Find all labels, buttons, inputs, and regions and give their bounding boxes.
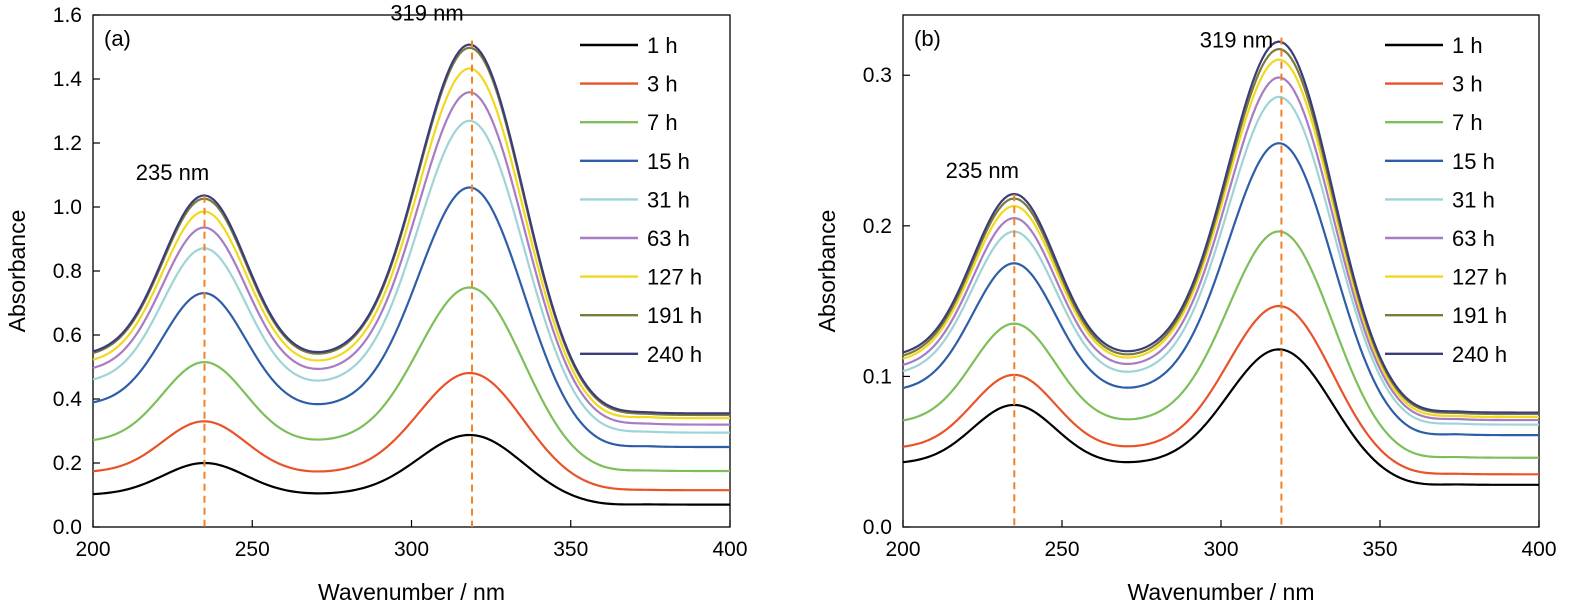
legend-label: 15 h (1452, 149, 1495, 174)
series-line-15h (902, 142, 1539, 437)
panel-label: (a) (104, 26, 131, 51)
series-line-63h (92, 91, 730, 426)
x-tick-label: 400 (1521, 538, 1556, 561)
panel-a: 200 250 300 350 400 0.0 0.2 0.4 0.6 0.8 1.0 1.2 1.4 1… (4, 1, 748, 605)
x-tick-label: 250 (1044, 538, 1079, 561)
legend-label: 31 h (647, 187, 690, 212)
series-line-240h (92, 43, 730, 415)
legend-label: 1 h (647, 33, 678, 58)
y-tick-label: 0.2 (863, 215, 892, 238)
legend-label: 1 h (1452, 33, 1483, 58)
x-tick-label: 350 (1362, 538, 1397, 561)
y-axis-label: Absorbance (814, 210, 840, 333)
peak-annotation: 319 nm (1200, 28, 1273, 53)
legend-label: 31 h (1452, 187, 1495, 212)
legend-label: 63 h (1452, 226, 1495, 251)
series-line-31h (92, 119, 730, 434)
legend-label: 127 h (1452, 265, 1507, 290)
legend-label: 240 h (647, 342, 702, 367)
series-line-127h (902, 58, 1539, 419)
series-line-127h (92, 67, 730, 420)
legend-label: 127 h (647, 265, 702, 290)
x-tick-label: 350 (553, 538, 588, 561)
series-line-3h (902, 304, 1539, 476)
series-line-191h (902, 47, 1539, 416)
peak-annotation: 235 nm (946, 158, 1019, 183)
x-tick-label: 400 (712, 538, 747, 561)
x-tick-label: 200 (75, 538, 110, 561)
y-tick-label: 0.1 (863, 365, 892, 388)
legend-label: 15 h (647, 149, 690, 174)
series-line-7h (92, 286, 730, 473)
series-line-31h (902, 95, 1539, 426)
legend-label: 240 h (1452, 342, 1507, 367)
x-tick-label: 200 (885, 538, 920, 561)
series-line-15h (92, 186, 730, 449)
peak-annotation: 319 nm (390, 1, 463, 26)
y-tick-label: 0.8 (53, 260, 82, 283)
x-tick-label: 300 (1203, 538, 1238, 561)
x-axis-label: Wavenumber / nm (318, 579, 505, 605)
y-tick-label: 1.4 (53, 68, 83, 91)
panel-b: 200 250 300 350 400 0.0 0.1 0.2 0.3 Wavenumber / … (814, 14, 1557, 605)
legend-label: 7 h (647, 110, 678, 135)
series-line-240h (902, 40, 1539, 414)
x-tick-label: 250 (235, 538, 270, 561)
legend-label: 191 h (1452, 303, 1507, 328)
x-axis-label: Wavenumber / nm (1127, 579, 1314, 605)
panel-label: (b) (914, 26, 941, 51)
y-tick-label: 1.0 (53, 196, 82, 219)
y-tick-label: 0.3 (863, 64, 892, 87)
legend-label: 191 h (647, 303, 702, 328)
legend-label: 63 h (647, 226, 690, 251)
peak-annotation: 235 nm (136, 160, 209, 185)
y-tick-label: 0.0 (53, 516, 82, 539)
series-line-7h (902, 230, 1539, 459)
series-line-1h (902, 348, 1539, 486)
y-axis-label: Absorbance (4, 210, 30, 333)
legend-label: 7 h (1452, 110, 1483, 135)
y-tick-label: 0.4 (53, 388, 83, 411)
y-tick-label: 1.6 (53, 4, 82, 27)
y-tick-label: 1.2 (53, 132, 82, 155)
y-tick-label: 0.6 (53, 324, 82, 347)
series-line-63h (902, 76, 1539, 422)
legend-label: 3 h (647, 72, 678, 97)
legend-label: 3 h (1452, 72, 1483, 97)
series-line-3h (92, 371, 730, 492)
plot-frame (92, 14, 731, 528)
y-tick-label: 0.0 (863, 516, 892, 539)
y-tick-label: 0.2 (53, 452, 82, 475)
x-tick-label: 300 (394, 538, 429, 561)
series-line-1h (92, 433, 730, 506)
